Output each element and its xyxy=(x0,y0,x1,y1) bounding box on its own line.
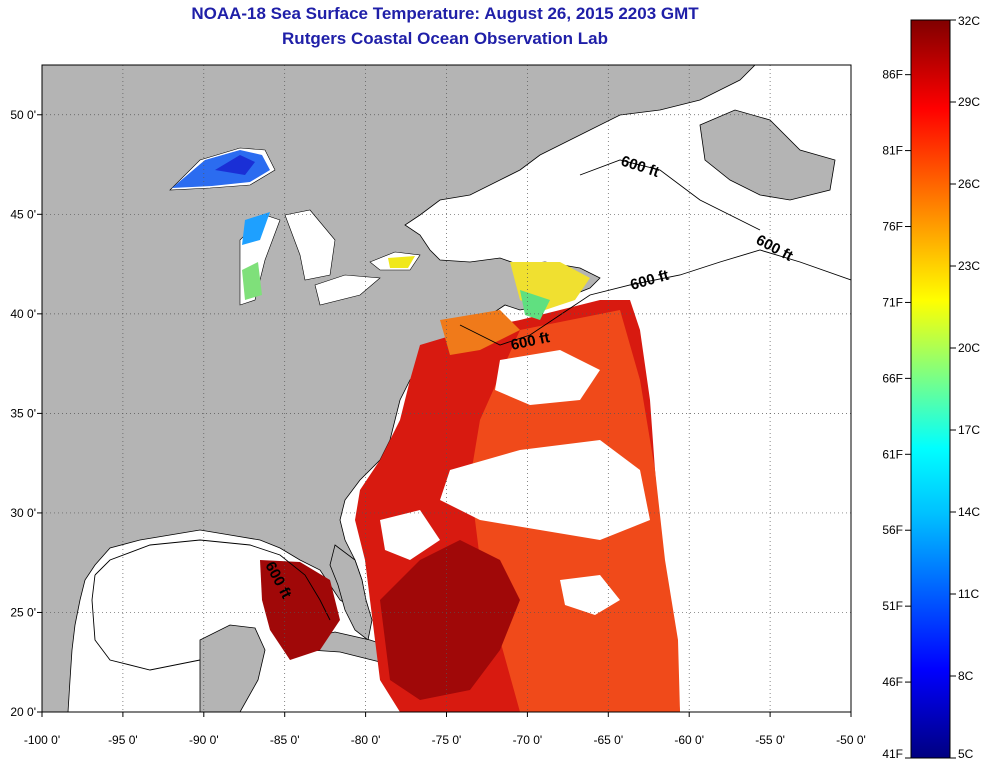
lon-tick-label: -85 0' xyxy=(270,733,300,747)
colorbar-f-label: 81F xyxy=(882,144,903,158)
colorbar-f-label: 86F xyxy=(882,68,903,82)
colorbar-f-label: 56F xyxy=(882,523,903,537)
lon-tick-label: -70 0' xyxy=(513,733,543,747)
lon-tick-label: -50 0' xyxy=(836,733,866,747)
colorbar-c-label: 29C xyxy=(958,95,980,109)
lat-tick-label: 50 0' xyxy=(10,108,36,122)
lon-tick-label: -90 0' xyxy=(189,733,219,747)
graticule xyxy=(42,65,851,712)
sst-field xyxy=(260,262,680,712)
isobath-contours xyxy=(91,159,851,671)
colorbar-gradient xyxy=(910,19,951,759)
longitude-axis: -100 0' -95 0' -90 0' -85 0' -80 0' -75 0' -70… xyxy=(24,712,866,747)
colorbar-f-label: 71F xyxy=(882,295,903,309)
land-yucatan xyxy=(199,624,266,712)
lon-tick-label: -75 0' xyxy=(432,733,462,747)
colorbar-f-label: 41F xyxy=(882,747,903,761)
land-newfoundland xyxy=(699,109,836,201)
lon-tick-label: -100 0' xyxy=(24,733,60,747)
latitude-axis: 20 0' 25 0' 30 0' 35 0' 40 0' 45 0' 50 0' xyxy=(10,108,42,719)
lat-tick-label: 25 0' xyxy=(10,605,36,619)
colorbar-f-label: 66F xyxy=(882,371,903,385)
colorbar-f-label: 61F xyxy=(882,447,903,461)
colorbar-c-label: 5C xyxy=(958,747,974,761)
colorbar-c-label: 17C xyxy=(958,423,980,437)
colorbar-c-label: 11C xyxy=(958,587,979,601)
colorbar-f-label: 51F xyxy=(882,599,903,613)
lon-tick-label: -80 0' xyxy=(351,733,381,747)
lat-tick-label: 35 0' xyxy=(10,406,36,420)
colorbar-f-label: 46F xyxy=(882,675,903,689)
colorbar-c-label: 23C xyxy=(958,259,980,273)
lat-tick-label: 45 0' xyxy=(10,207,36,221)
colorbar-c-label: 8C xyxy=(958,669,974,683)
colorbar-c-label: 32C xyxy=(958,14,980,28)
colorbar-c-label: 20C xyxy=(958,341,980,355)
map-title: NOAA-18 Sea Surface Temperature: August … xyxy=(191,4,699,23)
lon-tick-label: -95 0' xyxy=(108,733,138,747)
lat-tick-label: 40 0' xyxy=(10,307,36,321)
colorbar-c-label: 14C xyxy=(958,505,980,519)
lon-tick-label: -60 0' xyxy=(674,733,704,747)
lat-tick-label: 30 0' xyxy=(10,506,36,520)
colorbar-c-label: 26C xyxy=(958,177,980,191)
great-lakes xyxy=(169,147,421,306)
lat-tick-label: 20 0' xyxy=(10,705,36,719)
colorbar-f-label: 76F xyxy=(882,220,903,234)
map-panel: 600 ft 600 ft 600 ft 600 ft 600 ft xyxy=(42,65,851,712)
lon-tick-label: -55 0' xyxy=(755,733,785,747)
map-subtitle: Rutgers Coastal Ocean Observation Lab xyxy=(282,29,608,48)
temperature-colorbar: 32C 29C 26C 23C 20C 17C 14C 11C 8C 5C 86F 81F 76F 71… xyxy=(882,14,980,761)
lon-tick-label: -65 0' xyxy=(593,733,623,747)
